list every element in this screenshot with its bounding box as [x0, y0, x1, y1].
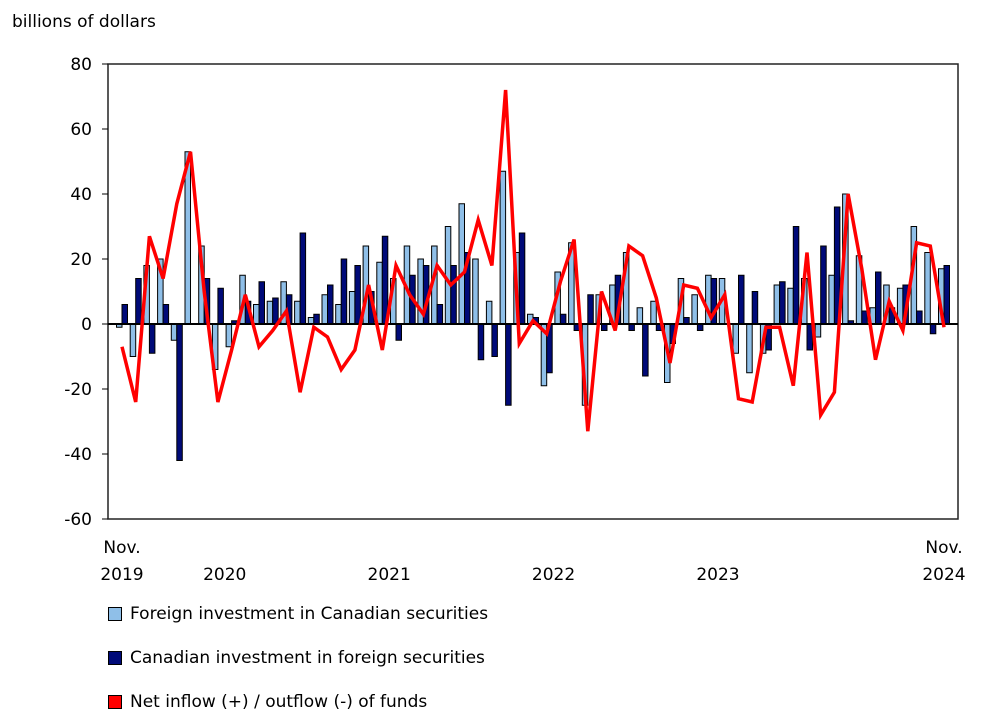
bar-canadian: [505, 323, 512, 406]
legend-swatch-foreign: [108, 607, 122, 621]
bar-foreign: [773, 284, 781, 325]
y-tick-label: 60: [70, 120, 92, 140]
bar-foreign: [828, 274, 835, 325]
x-tick-label: Nov.: [925, 538, 962, 558]
bar-canadian: [792, 226, 800, 325]
x-tick-label: 2024: [922, 565, 965, 585]
bar-canadian: [258, 281, 265, 325]
legend-item-net: Net inflow (+) / outflow (-) of funds: [108, 692, 427, 712]
legend-item-canadian: Canadian investment in foreign securitie…: [108, 648, 485, 668]
chart-svg: billions of dollars -60 -40 -20 0 20 40 60 80 No…: [12, 12, 966, 585]
bar-canadian: [217, 287, 224, 325]
bar-canadian: [395, 323, 402, 341]
y-tick-label: 80: [70, 55, 92, 75]
bar-canadian: [875, 271, 882, 325]
bar-foreign: [129, 323, 137, 357]
bar-foreign: [472, 258, 479, 325]
bar-foreign: [184, 151, 191, 325]
bar-foreign: [746, 323, 753, 374]
bar-foreign: [335, 304, 342, 325]
bar-canadian: [299, 232, 307, 325]
bar-canadian: [820, 245, 827, 325]
x-tick-label: Nov.: [103, 538, 140, 558]
bar-canadian: [436, 304, 444, 325]
bar-canadian: [518, 232, 526, 325]
bar-canadian: [135, 278, 142, 325]
bar-foreign: [691, 294, 698, 325]
bar-canadian: [148, 323, 156, 354]
legend-swatch-canadian: [108, 651, 122, 665]
bar-canadian: [340, 258, 348, 325]
bar-foreign: [814, 323, 822, 338]
x-tick-label: 2019: [100, 565, 143, 585]
y-tick-label: 40: [70, 185, 92, 205]
bar-foreign: [499, 170, 507, 325]
legend-label-foreign: Foreign investment in Canadian securitie…: [130, 604, 489, 624]
bar-canadian: [477, 323, 485, 361]
bar-canadian: [587, 294, 594, 325]
y-tick-label: -60: [64, 510, 92, 530]
y-tick-label: 20: [70, 250, 92, 270]
bar-canadian: [272, 297, 279, 325]
bar-foreign: [266, 300, 274, 325]
x-tick-label: 2022: [532, 565, 575, 585]
bar-foreign: [924, 252, 931, 325]
bar-foreign: [294, 300, 301, 325]
bar-foreign: [636, 307, 644, 325]
bar-foreign: [253, 304, 260, 325]
bar-foreign: [348, 291, 356, 325]
bar-foreign: [225, 323, 233, 348]
bar-foreign: [732, 323, 739, 354]
bar-canadian: [916, 310, 923, 325]
bar-foreign: [444, 226, 452, 325]
y-axis-label: billions of dollars: [12, 12, 156, 32]
legend-item-foreign: Foreign investment in Canadian securitie…: [108, 604, 488, 624]
bar-canadian: [929, 323, 937, 335]
bar-foreign: [650, 300, 657, 325]
legend-label-net: Net inflow (+) / outflow (-) of funds: [130, 692, 428, 712]
bar-canadian: [559, 313, 567, 325]
bar-canadian: [176, 323, 183, 461]
bar-canadian: [327, 284, 334, 325]
bar-canadian: [491, 323, 498, 357]
bar-foreign: [170, 323, 178, 341]
x-tick-label: 2020: [203, 565, 246, 585]
bar-canadian: [450, 265, 457, 325]
bar-canadian: [162, 304, 170, 325]
legend-swatch-net: [108, 695, 122, 709]
bar-foreign: [376, 261, 383, 325]
x-tick-label: 2021: [368, 565, 411, 585]
bar-canadian: [642, 323, 649, 377]
y-tick-label: 0: [81, 315, 92, 335]
bar-foreign: [787, 287, 794, 325]
plot-frame: [107, 63, 959, 520]
bar-canadian: [751, 291, 759, 325]
bar-foreign: [485, 300, 493, 325]
bar-canadian: [779, 281, 786, 325]
bar-canadian: [313, 313, 320, 325]
bar-canadian: [121, 304, 128, 325]
bar-canadian: [943, 265, 950, 325]
y-tick-label: -40: [64, 445, 92, 465]
bar-canadian: [738, 274, 745, 325]
y-tick-label: -20: [64, 380, 92, 400]
bar-foreign: [321, 294, 328, 325]
bar-canadian: [354, 265, 361, 325]
legend-label-canadian: Canadian investment in foreign securitie…: [130, 648, 485, 668]
bar-canadian: [861, 310, 868, 325]
x-tick-label: 2023: [696, 565, 739, 585]
net-flow-line: [120, 89, 946, 432]
bar-foreign: [458, 203, 465, 325]
